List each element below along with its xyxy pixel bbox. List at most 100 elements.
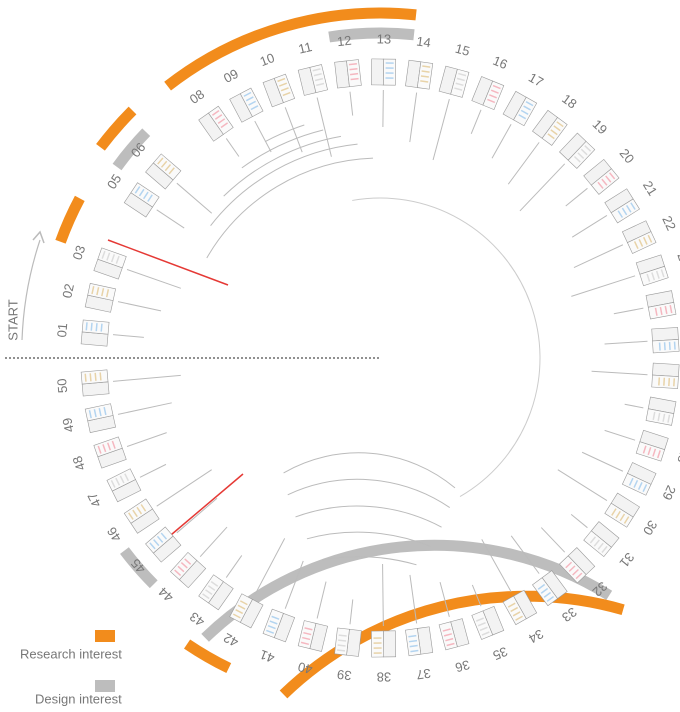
tree-branch [157, 470, 212, 506]
tree-branch [605, 430, 635, 440]
tree-arc [211, 144, 358, 225]
thumbnail [94, 437, 126, 468]
tree-branch [625, 404, 644, 408]
thumb-text [338, 645, 346, 646]
item-label: 50 [54, 378, 70, 394]
item-label: 42 [221, 630, 241, 650]
thumb-page [652, 363, 679, 377]
item-label: 03 [69, 243, 88, 262]
tree-arc [265, 125, 304, 142]
thumb-text [86, 322, 87, 330]
thumbnail [584, 522, 619, 557]
item-label: 47 [84, 490, 104, 510]
item-label: 15 [454, 41, 472, 59]
tree-branch [410, 93, 417, 143]
thumb-text [350, 69, 358, 70]
tree-branch [592, 371, 648, 374]
item-label: 01 [54, 322, 70, 338]
tree-arc [242, 130, 323, 168]
tree-branch [140, 464, 166, 477]
thumb-page [383, 631, 395, 657]
tree-branch [566, 188, 588, 206]
item-label: 14 [415, 34, 431, 51]
item-label: 29 [659, 483, 679, 502]
thumbnail [81, 320, 109, 346]
interest-arc [61, 198, 80, 241]
thumbnail [263, 74, 295, 107]
thumbnail [263, 609, 295, 642]
thumb-text [96, 323, 97, 331]
item-label: 37 [415, 666, 431, 683]
thumb-text [91, 323, 92, 331]
item-label: 12 [336, 33, 352, 50]
item-label: 41 [258, 647, 277, 666]
item-label: 13 [377, 31, 392, 46]
thumbnail [472, 77, 504, 110]
thumbnail [124, 183, 159, 217]
item-label: 19 [590, 116, 611, 137]
item-label: 33 [559, 604, 580, 625]
start-label: START [5, 299, 20, 340]
item-label: 35 [491, 644, 510, 663]
item-label: 05 [104, 171, 124, 191]
interest-arc [100, 111, 132, 148]
tree-arc [352, 198, 540, 497]
interest-arc [187, 644, 229, 668]
item-label: 31 [617, 550, 638, 571]
thumbnail [85, 283, 115, 312]
thumbnail [230, 88, 263, 122]
item-label: 02 [59, 282, 77, 299]
tree-branch [471, 110, 481, 134]
thumbnail [335, 60, 362, 89]
item-label: 10 [258, 50, 277, 69]
thumbnail [170, 552, 205, 587]
item-label: 40 [296, 659, 314, 677]
thumbnail [146, 154, 181, 189]
thumb-text [349, 64, 357, 65]
thumbnail [107, 469, 141, 502]
thumbnail [605, 493, 640, 527]
thumbnail [605, 189, 640, 223]
thumbnail [559, 133, 594, 168]
thumbnail [636, 430, 668, 461]
link-red [165, 474, 243, 540]
link-red [108, 240, 228, 285]
item-label: 20 [617, 146, 638, 167]
thumbnail [646, 291, 676, 319]
tree-branch [558, 470, 607, 501]
tree-branch [350, 599, 353, 624]
thumbnail [81, 370, 109, 396]
thumbnail [636, 255, 668, 286]
thumbnail [652, 363, 679, 389]
tree-branch [571, 276, 635, 297]
tree-branch [508, 142, 539, 184]
item-label: 08 [187, 86, 207, 107]
thumb-page [371, 59, 383, 85]
thumbnail [371, 631, 395, 657]
thumbnail [405, 627, 432, 656]
item-label: 38 [377, 669, 392, 684]
tree-arc [284, 453, 455, 488]
thumbnail [371, 59, 395, 85]
tree-branch [255, 121, 271, 152]
thumbnail [439, 619, 469, 650]
thumb-text [338, 640, 346, 641]
tree-branch [177, 183, 212, 213]
item-label: 22 [659, 213, 679, 232]
thumbnail [503, 91, 537, 125]
item-label: 49 [59, 416, 77, 433]
tree-branch [433, 99, 449, 160]
legend-swatch-design [95, 680, 115, 692]
tree-branch [285, 107, 302, 152]
thumbnail [94, 248, 126, 279]
item-label: 30 [640, 518, 660, 538]
thumbnail [199, 575, 234, 610]
thumb-text [95, 373, 96, 381]
thumbnail [298, 65, 327, 96]
tree-branch [226, 138, 239, 156]
thumb-text [85, 374, 86, 382]
legend-label: Design interest [35, 691, 122, 706]
item-label: 44 [156, 584, 177, 605]
item-label: 17 [526, 70, 546, 90]
start-arrow-head [33, 232, 44, 243]
